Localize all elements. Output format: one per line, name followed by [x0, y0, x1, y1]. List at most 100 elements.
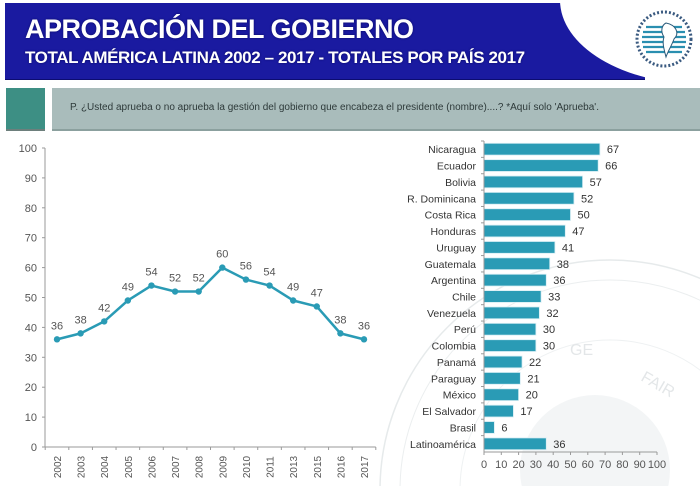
x-tick-label: 60 [582, 459, 594, 471]
watermark-word: GE [570, 342, 593, 359]
y-tick-label: 90 [25, 173, 37, 185]
data-label: 30 [543, 324, 555, 336]
x-tick-label: 2003 [77, 455, 88, 478]
data-point [360, 336, 368, 343]
question-marker [6, 88, 45, 131]
bar [483, 241, 556, 254]
x-tick-label: 2017 [360, 455, 371, 478]
data-point [289, 297, 297, 304]
x-tick-label: 2011 [266, 456, 277, 478]
data-label: 36 [51, 320, 63, 332]
data-point [242, 276, 250, 283]
bar [483, 290, 542, 303]
category-label: Brasil [450, 422, 476, 434]
y-tick-label: 40 [25, 322, 37, 334]
x-tick-label: 2004 [100, 455, 111, 478]
x-tick-label: 2007 [171, 455, 182, 478]
data-point [219, 264, 226, 271]
bar [483, 224, 566, 238]
category-label: R. Dominicana [407, 193, 476, 205]
data-label: 32 [546, 308, 558, 320]
bar [483, 388, 519, 402]
data-label: 22 [529, 357, 541, 369]
data-label: 56 [240, 261, 252, 273]
x-tick-label: 20 [512, 459, 524, 471]
data-point [101, 318, 108, 325]
data-label: 42 [98, 302, 110, 314]
data-label: 6 [501, 422, 507, 434]
x-tick-label: 2006 [147, 455, 158, 478]
data-label: 49 [287, 281, 299, 293]
data-point [124, 297, 132, 304]
bar [483, 355, 523, 369]
category-label: Uruguay [436, 242, 476, 254]
y-tick-label: 20 [25, 382, 37, 394]
x-tick-label: 2002 [53, 455, 64, 478]
data-point [337, 330, 344, 337]
bar [483, 437, 547, 451]
data-point [266, 282, 273, 289]
header-banner: APROBACIÓN DEL GOBIERNO TOTAL AMÉRICA LA… [5, 3, 645, 80]
x-tick-label: 80 [616, 459, 628, 471]
question-box: P. ¿Usted aprueba o no aprueba la gestió… [52, 88, 700, 131]
x-tick-label: 2010 [242, 455, 253, 478]
data-label: 54 [145, 267, 157, 279]
x-tick-label: 30 [530, 459, 542, 471]
category-label: El Salvador [422, 406, 476, 418]
bar [483, 208, 571, 221]
category-label: Venezuela [427, 308, 476, 320]
y-tick-label: 60 [25, 263, 37, 275]
x-tick-label: 2008 [195, 455, 206, 478]
category-label: México [443, 390, 476, 402]
data-label: 66 [605, 161, 617, 173]
x-tick-label: 50 [564, 459, 576, 471]
data-label: 52 [581, 193, 593, 205]
y-tick-label: 50 [25, 293, 37, 305]
data-label: 60 [216, 249, 228, 261]
line-chart: 0 10 20 30 40 50 60 70 80 90 100 2002 2003 2004 2005 20… [19, 143, 377, 478]
bar [483, 306, 540, 320]
data-label: 36 [553, 439, 565, 451]
category-label: Latinoamérica [410, 439, 476, 451]
x-tick-label: 0 [481, 459, 487, 471]
x-tick-label: 10 [495, 459, 507, 471]
x-tick-label: 2013 [289, 455, 300, 478]
data-point [171, 288, 179, 295]
bar [483, 273, 547, 287]
y-tick-label: 70 [25, 233, 37, 245]
data-label: 47 [311, 287, 323, 299]
data-point [313, 303, 320, 310]
data-label: 36 [553, 275, 565, 287]
data-label: 52 [169, 273, 181, 285]
bar [483, 191, 575, 205]
bar [483, 142, 601, 156]
category-label: Bolivia [445, 177, 476, 189]
question-text: P. ¿Usted aprueba o no aprueba la gestió… [70, 102, 599, 113]
bar [483, 404, 514, 418]
x-tick-label: 2016 [336, 455, 347, 478]
category-label: Perú [454, 324, 476, 336]
data-label: 47 [572, 226, 584, 238]
data-point [53, 336, 61, 343]
bar [483, 322, 537, 336]
x-tick-label: 70 [599, 459, 611, 471]
data-label: 50 [578, 210, 590, 222]
bar [483, 372, 521, 385]
page-subtitle: TOTAL AMÉRICA LATINA 2002 – 2017 - TOTAL… [25, 48, 525, 67]
category-label: Honduras [430, 226, 476, 238]
data-label: 30 [543, 341, 555, 353]
data-label: 54 [263, 267, 275, 279]
category-label: Nicaragua [428, 144, 476, 156]
data-label: 57 [590, 177, 602, 189]
x-tick-label: 90 [634, 459, 646, 471]
bar [483, 339, 537, 352]
x-tick-label: 2015 [313, 455, 324, 478]
data-label: 33 [548, 292, 560, 304]
page-title: APROBACIÓN DEL GOBIERNO [25, 14, 414, 44]
category-label: Ecuador [437, 161, 477, 173]
latinobarometro-logo-icon [635, 10, 693, 68]
data-label: 17 [520, 406, 532, 418]
bar [483, 159, 599, 172]
category-label: Guatemala [425, 259, 477, 271]
data-label: 38 [74, 314, 86, 326]
